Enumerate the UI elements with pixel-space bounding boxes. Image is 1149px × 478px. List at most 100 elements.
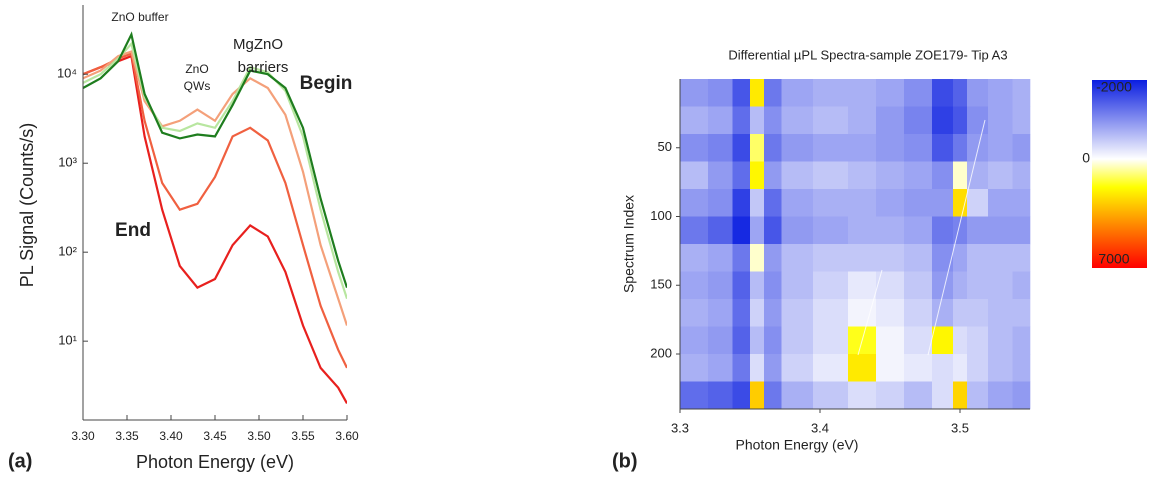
heatmap-cell bbox=[953, 189, 968, 217]
y-tick-label: 10³ bbox=[58, 155, 77, 170]
heatmap-cell bbox=[904, 299, 933, 327]
heatmap-cell bbox=[932, 326, 954, 355]
heatmap-cell bbox=[1012, 381, 1031, 410]
heatmap-cell bbox=[813, 299, 849, 327]
heatmap-cell bbox=[967, 299, 989, 327]
heatmap-cell bbox=[904, 106, 933, 135]
heatmap-cell bbox=[848, 79, 877, 107]
colorbar-tick-label: 7000 bbox=[1098, 251, 1129, 267]
heatmap-cell bbox=[680, 244, 709, 272]
heatmap-cell bbox=[750, 106, 765, 135]
heatmap-cell bbox=[988, 271, 1013, 300]
heatmap-cell bbox=[932, 271, 954, 300]
heatmap-cell bbox=[848, 216, 877, 245]
heatmap-cell bbox=[848, 271, 877, 300]
heatmap-cell bbox=[1012, 79, 1031, 107]
heatmap-cell bbox=[813, 189, 849, 217]
heatmap-cell bbox=[1012, 354, 1031, 382]
heatmap-cell bbox=[750, 354, 765, 382]
heatmap-cell bbox=[932, 244, 954, 272]
heatmap-cell bbox=[876, 79, 905, 107]
heatmap-cell bbox=[876, 244, 905, 272]
heatmap-cell bbox=[953, 161, 968, 190]
panel-b: 50 100 150 200 3.3 3.4 3.5 Differential µPL Spe… bbox=[612, 47, 1147, 472]
heatmap-cell bbox=[848, 244, 877, 272]
heatmap-cell bbox=[1012, 271, 1031, 300]
heatmap-cell bbox=[967, 271, 989, 300]
heatmap-cell bbox=[1012, 326, 1031, 355]
y-tick-label: 200 bbox=[650, 345, 672, 360]
heatmap-cell bbox=[732, 381, 751, 410]
y-tick-label: 100 bbox=[650, 208, 672, 223]
heatmap-cell bbox=[680, 106, 709, 135]
annotation: End bbox=[115, 220, 151, 241]
heatmap-cell bbox=[813, 106, 849, 135]
x-tick-label: 3.35 bbox=[115, 429, 139, 443]
heatmap-cell bbox=[876, 381, 905, 410]
heatmap-cell bbox=[732, 326, 751, 355]
y-tick-label: 50 bbox=[658, 139, 672, 154]
heatmap-cell bbox=[680, 299, 709, 327]
annotation: MgZnO bbox=[233, 36, 283, 53]
heatmap-cell bbox=[932, 106, 954, 135]
guide-line bbox=[927, 119, 986, 356]
heatmap-cell bbox=[750, 299, 765, 327]
heatmap-cell bbox=[732, 161, 751, 190]
heatmap-cell bbox=[1012, 299, 1031, 327]
y-tick-label: 10⁴ bbox=[57, 66, 77, 81]
x-tick-label: 3.30 bbox=[71, 429, 95, 443]
heatmap-cell bbox=[708, 161, 733, 190]
heatmap-cell bbox=[708, 189, 733, 217]
heatmap-cell bbox=[732, 189, 751, 217]
heatmap-cell bbox=[732, 244, 751, 272]
x-axis-label: Photon Energy (eV) bbox=[136, 452, 294, 472]
heatmap-cell bbox=[732, 299, 751, 327]
heatmap-cell bbox=[967, 134, 989, 162]
heatmap-cell bbox=[813, 161, 849, 190]
heatmap-cell bbox=[876, 326, 905, 355]
x-tick-label: 3.50 bbox=[247, 429, 271, 443]
heatmap-cell bbox=[904, 326, 933, 355]
heatmap-cell bbox=[708, 216, 733, 245]
heatmap-cell bbox=[708, 326, 733, 355]
heatmap-cell bbox=[750, 161, 765, 190]
heatmap-cell bbox=[988, 161, 1013, 190]
heatmap-cell bbox=[781, 161, 814, 190]
heatmap-cell bbox=[781, 354, 814, 382]
heatmap-cell bbox=[904, 216, 933, 245]
x-tick-label: 3.60 bbox=[335, 429, 359, 443]
heatmap-cell bbox=[967, 216, 989, 245]
heatmap-cell bbox=[764, 354, 782, 382]
spectrum-line bbox=[83, 31, 347, 288]
heatmap-cell bbox=[848, 354, 877, 382]
heatmap-cell bbox=[764, 134, 782, 162]
annotation: Begin bbox=[300, 73, 353, 94]
heatmap-cell bbox=[813, 134, 849, 162]
heatmap-cell bbox=[750, 189, 765, 217]
heatmap-cell bbox=[848, 299, 877, 327]
heatmap-cell bbox=[967, 326, 989, 355]
heatmap-cell bbox=[680, 134, 709, 162]
heatmap-cell bbox=[764, 244, 782, 272]
y-tick-label: 150 bbox=[650, 277, 672, 292]
heatmap-cell bbox=[953, 106, 968, 135]
heatmap-cell bbox=[932, 354, 954, 382]
heatmap-cell bbox=[953, 134, 968, 162]
y-tick-label: 10² bbox=[58, 244, 77, 259]
heatmap-cell bbox=[904, 354, 933, 382]
heatmap-cell bbox=[932, 299, 954, 327]
heatmap-cell bbox=[680, 326, 709, 355]
heatmap-cell bbox=[904, 161, 933, 190]
heatmap-cell bbox=[876, 134, 905, 162]
spectrum-line bbox=[83, 41, 347, 300]
heatmap-cell bbox=[813, 271, 849, 300]
heatmap-cell bbox=[750, 79, 765, 107]
heatmap-cell bbox=[750, 134, 765, 162]
x-tick-label: 3.4 bbox=[811, 420, 829, 435]
heatmap-cell bbox=[988, 134, 1013, 162]
heatmap-cell bbox=[1012, 134, 1031, 162]
heatmap-cell bbox=[680, 216, 709, 245]
heatmap-cell bbox=[932, 161, 954, 190]
y-tick-label: 10¹ bbox=[58, 333, 77, 348]
heatmap-cell bbox=[781, 326, 814, 355]
